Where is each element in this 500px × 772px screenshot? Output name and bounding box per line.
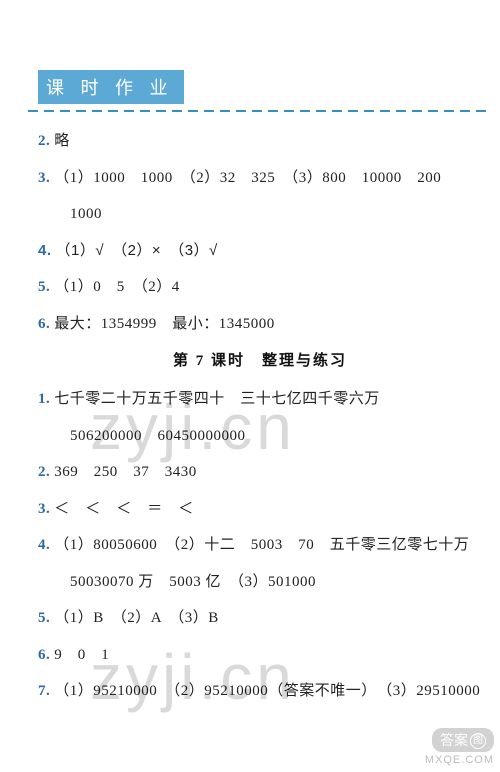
- item-text: （1）80050600 （2）十二 5003 70 五千零三亿零七十万: [54, 537, 469, 553]
- b2-line-2: 2.369 250 37 3430: [38, 461, 482, 484]
- item-number: 3.: [38, 170, 50, 186]
- item-number: 6.: [38, 316, 50, 332]
- b2-line-3: 3.＜ ＜ ＜ ＝ ＜: [38, 498, 482, 521]
- item-text: 七千零二十万五千零四十 三十七亿四千零六万: [54, 391, 380, 407]
- badge-circle-icon: 图: [470, 733, 486, 749]
- lesson-title: 第 7 课时 整理与练习: [38, 349, 482, 370]
- item-text: 9 0 1: [54, 647, 109, 663]
- answer-line-3-cont: 1000: [38, 203, 482, 226]
- badge-text: 答案: [440, 732, 468, 748]
- dashed-divider: [28, 110, 492, 112]
- item-number: 5.: [38, 279, 50, 295]
- item-text: （1）√ （2）× （3）√: [56, 242, 218, 259]
- answer-line-2: 2.略: [38, 130, 482, 153]
- b2-line-1: 1.七千零二十万五千零四十 三十七亿四千零六万: [38, 388, 482, 411]
- answer-line-4: 4.（1）√ （2）× （3）√: [38, 240, 482, 263]
- section-header: 课 时 作 业: [38, 70, 184, 104]
- item-number: 4.: [38, 242, 52, 259]
- b2-line-4-cont: 50030070 万 5003 亿 （3）501000: [38, 571, 482, 594]
- item-text: ＜ ＜ ＜ ＝ ＜: [54, 501, 194, 517]
- page-content: 课 时 作 业 2.略 3.（1）1000 1000 （2）32 325 （3）…: [0, 0, 500, 703]
- b2-line-5: 5.（1）B （2）A （3）B: [38, 607, 482, 630]
- item-number: 7.: [38, 683, 50, 699]
- item-text: （1）B （2）A （3）B: [54, 610, 219, 626]
- item-text: 1000: [70, 206, 102, 222]
- badge-top: 答案图: [432, 728, 494, 752]
- b2-line-6: 6.9 0 1: [38, 644, 482, 667]
- item-text: 369 250 37 3430: [54, 464, 197, 480]
- b2-line-7: 7.（1）95210000 （2）95210000（答案不唯一） （3）2951…: [38, 680, 482, 703]
- item-text: 50030070 万 5003 亿 （3）501000: [70, 574, 316, 590]
- answer-line-3: 3.（1）1000 1000 （2）32 325 （3）800 10000 20…: [38, 167, 482, 190]
- item-number: 5.: [38, 610, 50, 626]
- item-text: 略: [54, 133, 70, 149]
- item-text: （1）1000 1000 （2）32 325 （3）800 10000 200: [54, 170, 441, 186]
- badge-bottom: MXQE.COM: [425, 754, 494, 766]
- answer-line-5: 5.（1）0 5 （2）4: [38, 276, 482, 299]
- item-number: 1.: [38, 391, 50, 407]
- b2-line-1-cont: 506200000 60450000000: [38, 425, 482, 448]
- item-number: 2.: [38, 133, 50, 149]
- item-text: （1）95210000 （2）95210000（答案不唯一） （3）295100…: [54, 683, 480, 699]
- item-text: 506200000 60450000000: [70, 428, 246, 444]
- item-number: 4.: [38, 537, 50, 553]
- item-number: 6.: [38, 647, 50, 663]
- item-number: 3.: [38, 501, 50, 517]
- footer-badge: 答案图 MXQE.COM: [425, 728, 494, 766]
- item-number: 2.: [38, 464, 50, 480]
- item-text: 最大：1354999 最小：1345000: [54, 316, 275, 332]
- answer-line-6: 6.最大：1354999 最小：1345000: [38, 313, 482, 336]
- b2-line-4: 4.（1）80050600 （2）十二 5003 70 五千零三亿零七十万: [38, 534, 482, 557]
- item-text: （1）0 5 （2）4: [54, 279, 180, 295]
